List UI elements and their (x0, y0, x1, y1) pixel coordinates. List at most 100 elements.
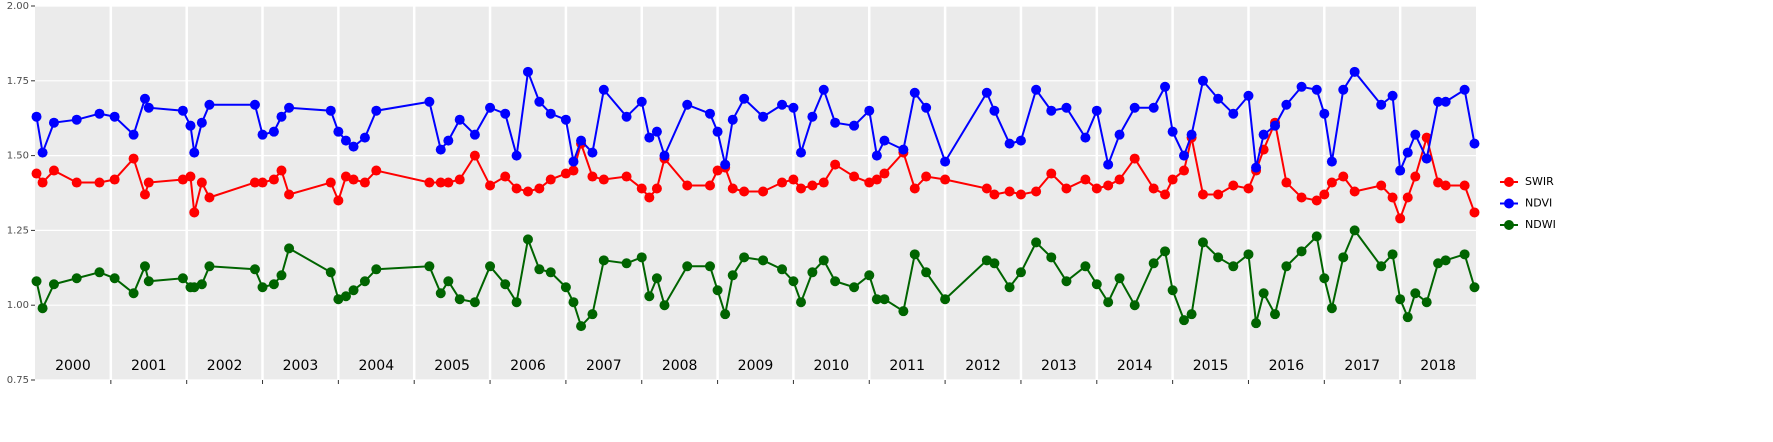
point (443, 135, 454, 146)
point (560, 114, 571, 125)
point (704, 180, 715, 191)
point (469, 150, 480, 161)
point (807, 180, 818, 191)
point (31, 111, 42, 122)
point (807, 267, 818, 278)
point (185, 171, 196, 182)
point (1004, 186, 1015, 197)
point (1349, 186, 1360, 197)
point (560, 168, 571, 179)
point (568, 156, 579, 167)
point (1046, 168, 1057, 179)
point (576, 135, 587, 146)
point (1433, 177, 1444, 188)
point (1197, 75, 1208, 86)
point (196, 117, 207, 128)
point (1433, 96, 1444, 107)
point (1129, 153, 1140, 164)
point (325, 105, 336, 116)
point (1326, 156, 1337, 167)
point (454, 294, 465, 305)
point (1031, 237, 1042, 248)
point (871, 294, 882, 305)
point (1179, 165, 1190, 176)
point (1311, 84, 1322, 95)
point (139, 189, 150, 200)
point (644, 192, 655, 203)
point (1338, 84, 1349, 95)
point (500, 171, 511, 182)
point (268, 279, 279, 290)
year-label: 2008 (662, 358, 698, 374)
point (921, 171, 932, 182)
point (864, 105, 875, 116)
point (1258, 129, 1269, 140)
y-tick-label: 2.00 (7, 1, 29, 12)
point (139, 93, 150, 104)
point (1213, 189, 1224, 200)
point (371, 264, 382, 275)
point (921, 102, 932, 113)
y-tick-label: 0.75 (7, 375, 29, 386)
point (1402, 192, 1413, 203)
point (1031, 84, 1042, 95)
point (1270, 309, 1281, 320)
point (849, 120, 860, 131)
point (739, 186, 750, 197)
point (940, 156, 951, 167)
point (257, 177, 268, 188)
point (568, 165, 579, 176)
point (359, 132, 370, 143)
point (276, 111, 287, 122)
point (1440, 96, 1451, 107)
point (587, 171, 598, 182)
point (143, 177, 154, 188)
point (94, 177, 105, 188)
legend-label: NDVI (1525, 197, 1552, 210)
point (621, 111, 632, 122)
point (621, 171, 632, 182)
point (1258, 288, 1269, 299)
point (325, 177, 336, 188)
point (1395, 213, 1406, 224)
point (1410, 171, 1421, 182)
point (1296, 246, 1307, 257)
point (1197, 189, 1208, 200)
point (1148, 183, 1159, 194)
point (1129, 300, 1140, 311)
point (94, 267, 105, 278)
point (644, 132, 655, 143)
point (981, 255, 992, 266)
point (511, 183, 522, 194)
point (1103, 180, 1114, 191)
point (598, 255, 609, 266)
y-tick-label: 1.25 (7, 225, 29, 236)
point (1091, 105, 1102, 116)
year-label: 2012 (965, 358, 1001, 374)
point (909, 249, 920, 260)
point (48, 117, 59, 128)
year-label: 2013 (1041, 358, 1077, 374)
point (268, 174, 279, 185)
point (921, 267, 932, 278)
point (989, 258, 1000, 269)
point (1015, 267, 1026, 278)
point (909, 183, 920, 194)
point (534, 264, 545, 275)
year-label: 2001 (131, 358, 167, 374)
point (1319, 189, 1330, 200)
point (727, 183, 738, 194)
year-label: 2016 (1269, 358, 1305, 374)
point (1061, 276, 1072, 287)
point (48, 165, 59, 176)
legend-key-point (1504, 177, 1514, 187)
point (1433, 258, 1444, 269)
point (788, 276, 799, 287)
point (576, 321, 587, 332)
point (189, 147, 200, 158)
point (1395, 165, 1406, 176)
point (139, 261, 150, 272)
year-label: 2003 (283, 358, 319, 374)
point (1243, 183, 1254, 194)
point (1410, 129, 1421, 140)
